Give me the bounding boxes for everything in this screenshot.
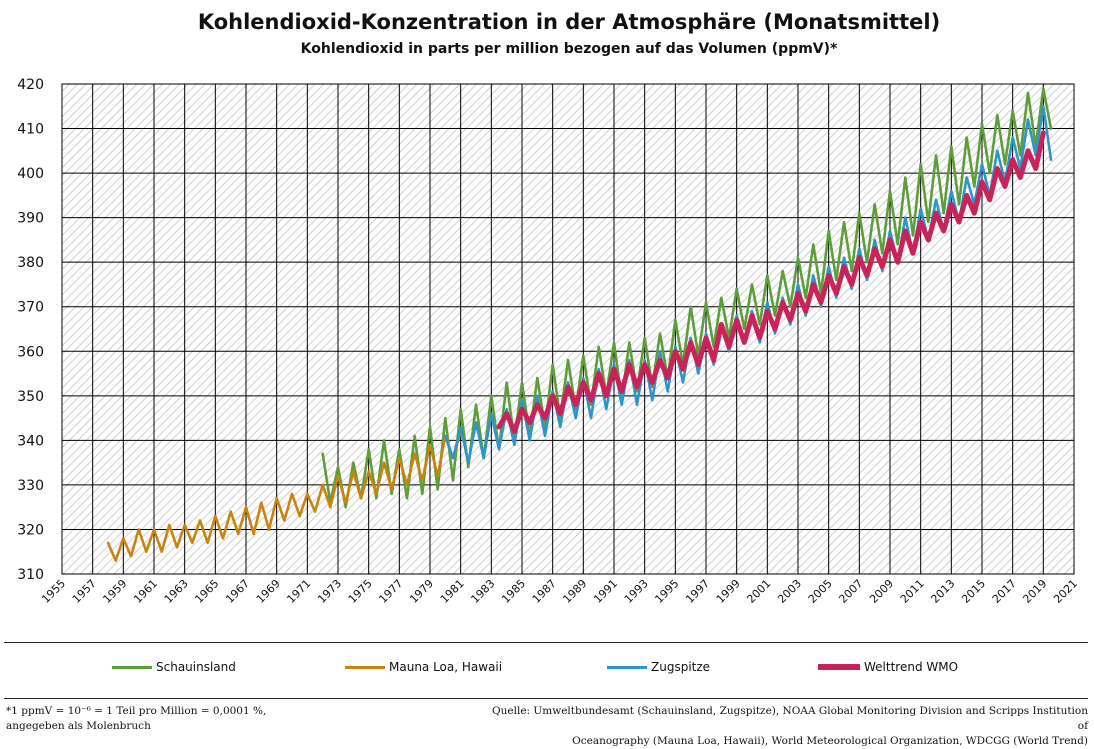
x-tick-label: 2001 [744,577,773,606]
y-tick-label: 410 [17,122,44,138]
x-tick-label: 2013 [928,577,957,606]
x-tick-label: 1959 [100,577,129,606]
x-tick-label: 1971 [284,577,313,606]
legend-label: Mauna Loa, Hawaii [389,660,503,674]
x-tick-label: 2021 [1051,577,1080,606]
series-line-1 [106,430,463,562]
x-tick-label: 2009 [867,577,896,606]
x-tick-label: 2011 [898,577,927,606]
y-axis-ticks: 310 320 330 340 350 360 370 380 390 400 410 420 [17,77,44,583]
y-tick-label: 360 [17,344,44,360]
x-tick-label: 1969 [254,577,283,606]
y-tick-label: 420 [17,77,44,93]
x-tick-label: 2017 [990,577,1019,606]
co2-line-chart: 310 320 330 340 350 360 370 380 390 400 410 420 195… [17,77,1080,606]
x-tick-label: 1965 [192,577,221,606]
x-tick-label: 2015 [959,577,988,606]
y-tick-label: 350 [17,389,44,405]
y-tick-label: 310 [17,567,44,583]
x-axis-ticks: 1955 1957 1959 1961 1963 1965 1967 1969 1971 1973… [39,577,1080,606]
y-tick-label: 370 [17,300,44,316]
series-line-0 [321,87,1053,509]
legend-label: Zugspitze [651,660,711,674]
y-tick-label: 320 [17,522,44,538]
x-tick-label: 2007 [836,577,865,606]
chart-subtitle: Kohlendioxid in parts per million bezoge… [300,41,838,57]
y-tick-label: 400 [17,166,44,182]
footer-divider [4,698,1088,699]
plot-area [61,83,1075,575]
legend-label: Welttrend WMO [864,660,959,674]
footnote: *1 ppmV = 10⁻⁶ = 1 Teil pro Million = 0,… [6,705,267,732]
y-tick-label: 340 [17,433,44,449]
x-tick-label: 1999 [714,577,743,606]
x-tick-label: 1973 [315,577,344,606]
x-tick-label: 1983 [468,577,497,606]
x-tick-label: 1985 [499,577,528,606]
legend-item-welttrend: Welttrend WMO [818,660,958,674]
x-tick-label: 1995 [652,577,681,606]
x-tick-label: 1987 [530,577,559,606]
x-tick-label: 2005 [806,577,835,606]
x-tick-label: 1975 [346,577,375,606]
x-tick-label: 2003 [775,577,804,606]
x-tick-label: 1979 [407,577,436,606]
legend-top-divider [4,642,1088,643]
legend-item-zugspitze: Zugspitze [607,660,710,674]
legend-label: Schauinsland [156,660,236,674]
chart-title: Kohlendioxid-Konzentration in der Atmosp… [197,10,941,34]
series-line-3 [496,130,1046,434]
x-tick-label: 1961 [131,577,160,606]
x-tick-label: 1977 [376,577,405,606]
x-tick-label: 1981 [438,577,467,606]
legend-item-schauinsland: Schauinsland [112,660,236,674]
x-tick-label: 2019 [1020,577,1049,606]
legend-item-mauna-loa: Mauna Loa, Hawaii [345,660,502,674]
y-tick-label: 380 [17,255,44,271]
x-tick-label: 1989 [560,577,589,606]
y-tick-label: 330 [17,478,44,494]
legend-swatch [818,664,860,670]
x-tick-label: 1997 [683,577,712,606]
legend-swatch [345,665,385,669]
x-tick-label: 1963 [162,577,191,606]
legend: Schauinsland Mauna Loa, Hawaii Zugspitze… [0,660,1094,684]
legend-swatch [607,665,647,669]
x-tick-label: 1993 [622,577,651,606]
x-tick-label: 1991 [591,577,620,606]
x-tick-label: 1957 [70,577,99,606]
series-group [106,87,1053,562]
y-tick-label: 390 [17,211,44,227]
source-note: Quelle: Umweltbundesamt (Schauinsland, Z… [492,705,1088,747]
legend-swatch [112,665,152,669]
x-tick-label: 1967 [223,577,252,606]
